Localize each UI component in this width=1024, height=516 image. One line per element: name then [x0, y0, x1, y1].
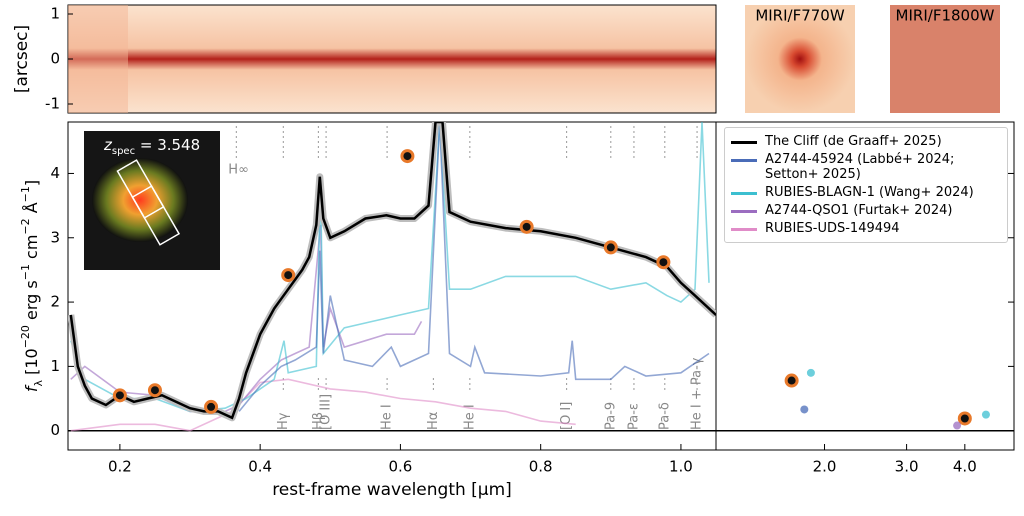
inset-label: zspec = 3.548	[103, 136, 200, 157]
legend-swatch	[731, 228, 757, 231]
legend-entry: RUBIES-UDS-149494	[731, 221, 1001, 236]
legend-swatch	[731, 210, 757, 213]
line-label: [O I]	[559, 402, 574, 430]
line-label: He I	[462, 404, 477, 430]
x2-tick-label: 4.0	[953, 458, 977, 476]
photometry	[806, 368, 815, 377]
x-tick-label: 0.8	[529, 458, 553, 476]
line-label: H∞	[228, 163, 249, 178]
photometry	[957, 411, 972, 426]
legend-swatch	[731, 141, 757, 144]
spectra	[68, 122, 716, 432]
legend-entry: A2744-45924 (Labbé+ 2024; Setton+ 2025)	[731, 152, 1001, 182]
x2-tick-label: 3.0	[895, 458, 919, 476]
photometry	[147, 383, 162, 398]
top-y-tick-label: -1	[45, 95, 60, 113]
y-label-part: −20	[19, 325, 32, 348]
noise-region	[68, 5, 128, 113]
y-label-part: ]	[22, 180, 41, 186]
photometry	[112, 388, 127, 403]
line-label: [O III]	[319, 394, 334, 430]
line-label: Hα	[426, 412, 441, 430]
line-label: Pa-δ	[657, 402, 672, 430]
top-y-tick-label: 0	[50, 50, 60, 68]
x-tick-label: 0.6	[388, 458, 412, 476]
top-y-tick-label: 1	[50, 5, 60, 23]
inset	[84, 131, 220, 270]
y-label-part: [10	[22, 348, 41, 380]
inset-z: z	[103, 136, 113, 154]
line-label: Pa-9	[603, 402, 618, 430]
line-label: Hβ	[311, 412, 326, 430]
y-tick-label: 1	[50, 357, 60, 375]
photometry	[800, 405, 809, 414]
line-label: He I	[380, 404, 395, 430]
x-tick-label: 1.0	[669, 458, 693, 476]
y-label-part: −1	[19, 186, 32, 202]
legend-label: RUBIES-UDS-149494	[765, 221, 900, 236]
legend: The Cliff (de Graaff+ 2025) A2744-45924 (…	[724, 127, 1008, 243]
y-tick-label: 2	[50, 293, 60, 311]
legend-entry: The Cliff (de Graaff+ 2025)	[731, 134, 1001, 149]
line-label: Hγ	[276, 412, 291, 430]
photometry	[656, 255, 671, 270]
top-y-label: [arcsec]	[12, 25, 32, 93]
y-label-part: −2	[19, 218, 32, 234]
y-label-part: λ	[32, 380, 45, 387]
miri-image	[890, 5, 1000, 113]
y-tick-label: 3	[50, 228, 60, 246]
legend-label: RUBIES-BLAGN-1 (Wang+ 2024)	[765, 185, 974, 200]
photometry	[281, 268, 296, 283]
photometry	[400, 149, 415, 164]
legend-label: A2744-45924 (Labbé+ 2024; Setton+ 2025)	[765, 152, 955, 182]
miri-image	[745, 5, 855, 113]
slit	[131, 185, 165, 219]
photometry	[981, 410, 990, 419]
photometry	[204, 399, 219, 414]
legend-label: The Cliff (de Graaff+ 2025)	[765, 134, 942, 149]
line-label: He I + Pa-γ	[690, 357, 705, 430]
inset-value: = 3.548	[135, 136, 200, 154]
y-label-part: f	[22, 384, 41, 392]
photometry	[953, 421, 962, 430]
x-tick-label: 0.2	[108, 458, 132, 476]
legend-entry: RUBIES-BLAGN-1 (Wang+ 2024)	[731, 185, 1001, 200]
spectrum	[69, 122, 716, 420]
y-label-part: Å	[22, 202, 41, 218]
legend-swatch	[731, 192, 757, 195]
spectrum	[70, 378, 576, 432]
image-title: MIRI/F770W	[755, 7, 845, 25]
inset-sub: spec	[112, 146, 135, 157]
y-label-part: −1	[19, 264, 32, 280]
legend-entry: A2744-QSO1 (Furtak+ 2024)	[731, 203, 1001, 218]
y-tick-label: 0	[50, 421, 60, 439]
y-axis-label: fλ [10−20 erg s−1 cm−2 Å−1]	[19, 180, 45, 392]
spectrum	[238, 122, 710, 412]
y-label-part: erg s	[22, 280, 41, 325]
legend-swatch	[731, 159, 757, 162]
line-label: Pa-ε	[626, 403, 641, 430]
galaxy	[92, 158, 188, 242]
photometry	[784, 373, 799, 388]
photometry	[519, 219, 534, 234]
spectrum-2d	[67, 4, 717, 114]
legend-label: A2744-QSO1 (Furtak+ 2024)	[765, 203, 953, 218]
y-label-part: cm	[22, 235, 41, 264]
photometry	[603, 240, 618, 255]
image-title: MIRI/F1800W	[896, 7, 995, 25]
x-tick-label: 0.4	[248, 458, 272, 476]
y-tick-label: 4	[50, 164, 60, 182]
x-axis-label: rest-frame wavelength [µm]	[272, 480, 512, 500]
x2-tick-label: 2.0	[813, 458, 837, 476]
